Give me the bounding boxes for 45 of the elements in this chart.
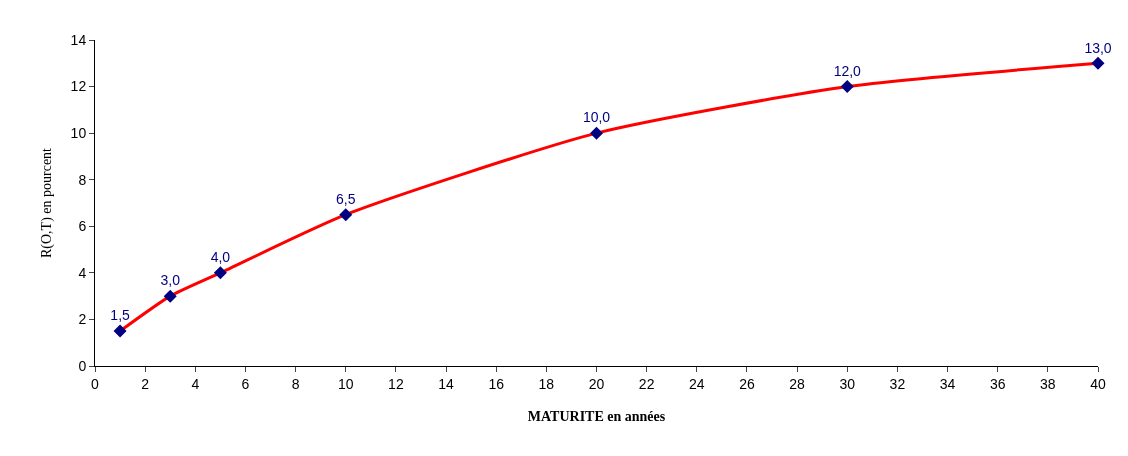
y-tick-label: 8: [78, 171, 87, 188]
x-tick-label: 28: [789, 375, 806, 392]
point: [840, 80, 854, 94]
x-tick-label: 30: [839, 375, 856, 392]
point: [339, 208, 353, 222]
y-tick-label: 14: [70, 31, 87, 48]
x-tick-label: 40: [1090, 375, 1106, 392]
x-tick-label: 0: [91, 375, 100, 392]
x-tick-label: 8: [291, 375, 300, 392]
x-tick-label: 32: [889, 375, 906, 392]
x-tick-label: 22: [638, 375, 655, 392]
data-label: 13,0: [1084, 39, 1112, 56]
x-tick-label: 12: [388, 375, 404, 392]
x-tick-label: 26: [739, 375, 755, 392]
x-tick-label: 20: [588, 375, 605, 392]
x-tick-label: 16: [488, 375, 505, 392]
data-label: 3,0: [160, 272, 181, 289]
point: [590, 126, 603, 140]
data-label: 6,5: [336, 190, 356, 207]
x-tick-label: 6: [241, 375, 250, 392]
data-label: 10,0: [582, 109, 611, 126]
y-tick-label: 0: [78, 357, 87, 374]
x-tick-label: 24: [689, 375, 705, 392]
y-axis-title: R(O,T) en pourcent: [39, 147, 56, 259]
x-tick-label: 4: [191, 375, 200, 392]
x-tick-label: 38: [1040, 375, 1056, 392]
x-tick-label: 14: [438, 375, 455, 392]
data-label: 12,0: [833, 62, 862, 79]
data-label: 1,5: [110, 307, 131, 324]
x-tick-label: 34: [939, 375, 956, 392]
x-tick-label: 10: [337, 375, 354, 392]
y-tick-label: 12: [70, 78, 87, 95]
point: [213, 266, 227, 280]
x-tick-label: 36: [989, 375, 1006, 392]
y-tick-label: 10: [70, 125, 87, 142]
data-label: 4,0: [210, 249, 231, 266]
y-tick-label: 2: [78, 311, 87, 328]
y-tick-label: 6: [78, 218, 87, 235]
x-tick-label: 18: [538, 375, 555, 392]
x-axis-title: MATURITE en années: [527, 409, 666, 425]
point: [113, 324, 127, 338]
y-tick-label: 4: [78, 264, 87, 281]
point: [163, 289, 177, 303]
point: [1091, 56, 1105, 70]
x-tick-label: 2: [141, 375, 150, 392]
